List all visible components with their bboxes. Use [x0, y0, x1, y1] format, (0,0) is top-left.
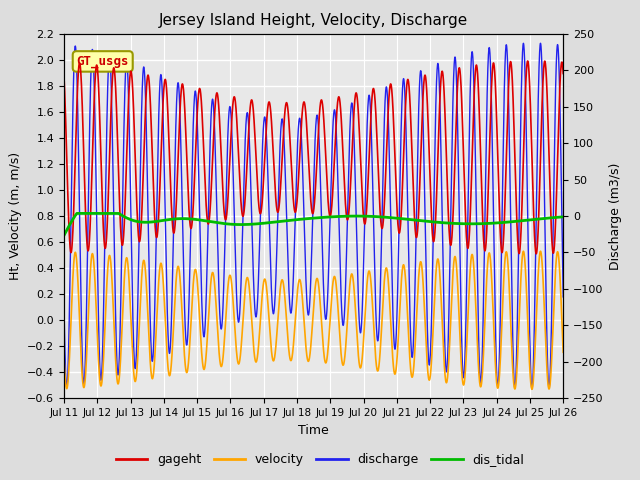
gageht [294, 176, 302, 181]
Legend: gageht, velocity, discharge, dis_tidal: gageht, velocity, discharge, dis_tidal [111, 448, 529, 471]
dis_tidal [559, 214, 567, 220]
dis_tidal [73, 211, 81, 216]
discharge [528, 386, 536, 392]
velocity [150, 369, 157, 375]
dis_tidal [454, 221, 461, 227]
Y-axis label: Ht, Velocity (m, m/s): Ht, Velocity (m, m/s) [8, 152, 22, 280]
discharge [454, 108, 461, 114]
discharge [294, 123, 302, 129]
dis_tidal [150, 219, 157, 225]
velocity [454, 276, 461, 282]
discharge [559, 267, 566, 273]
discharge [150, 340, 157, 346]
velocity [397, 278, 405, 284]
gageht [559, 64, 566, 70]
velocity [559, 349, 567, 355]
Line: gageht: gageht [64, 61, 563, 254]
Y-axis label: Discharge (m3/s): Discharge (m3/s) [609, 162, 622, 270]
dis_tidal [397, 216, 405, 221]
discharge [425, 361, 433, 367]
dis_tidal [559, 214, 566, 220]
velocity [528, 386, 536, 392]
dis_tidal [295, 216, 303, 222]
discharge [60, 305, 68, 311]
gageht [150, 193, 157, 199]
Line: discharge: discharge [64, 43, 563, 389]
discharge [537, 40, 545, 46]
gageht [397, 208, 405, 214]
velocity [425, 377, 433, 383]
discharge [559, 294, 567, 300]
gageht [425, 146, 433, 152]
Text: GT_usgs: GT_usgs [77, 55, 129, 68]
velocity [60, 354, 68, 360]
discharge [397, 117, 405, 122]
gageht [532, 251, 540, 257]
dis_tidal [426, 219, 433, 225]
Title: Jersey Island Height, Velocity, Discharge: Jersey Island Height, Velocity, Discharg… [159, 13, 468, 28]
Line: velocity: velocity [64, 251, 563, 389]
gageht [454, 87, 461, 93]
dis_tidal [60, 232, 68, 238]
velocity [559, 339, 566, 345]
gageht [524, 58, 532, 64]
gageht [559, 71, 567, 76]
gageht [60, 73, 68, 79]
velocity [294, 280, 302, 286]
Line: dis_tidal: dis_tidal [64, 214, 563, 235]
velocity [537, 248, 545, 254]
X-axis label: Time: Time [298, 424, 329, 437]
